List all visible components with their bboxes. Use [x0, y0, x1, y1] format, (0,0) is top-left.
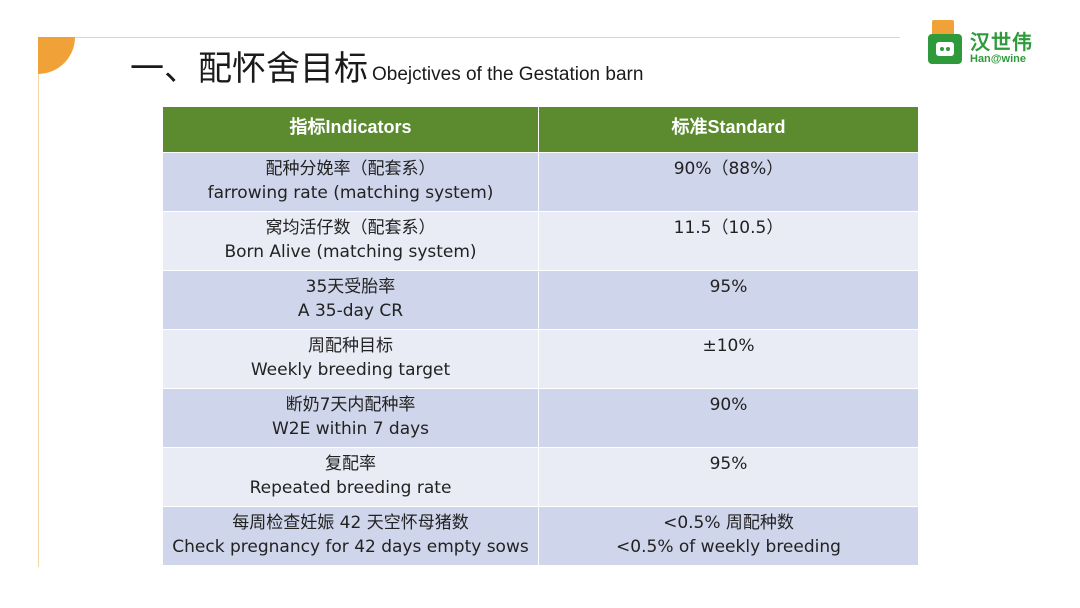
standard-value-cn: <0.5% 周配种数 — [663, 513, 794, 533]
standard-value-en: <0.5% of weekly breeding — [616, 537, 841, 557]
indicator-cn: 周配种目标 — [308, 336, 393, 356]
standard-cell: ±10% — [538, 329, 919, 389]
indicator-en: Born Alive (matching system) — [224, 242, 477, 262]
logo-text-cn: 汉世伟 — [970, 30, 1033, 54]
standard-value: 95% — [709, 277, 748, 297]
table-row: 复配率 Repeated breeding rate 95% — [162, 447, 919, 507]
indicator-en: Check pregnancy for 42 days empty sows — [172, 537, 529, 557]
table-row: 配种分娩率（配套系） farrowing rate (matching syst… — [162, 152, 919, 212]
indicator-en: Repeated breeding rate — [249, 478, 452, 498]
standard-cell: 90% — [538, 388, 919, 448]
indicator-cell: 周配种目标 Weekly breeding target — [162, 329, 539, 389]
corner-decoration — [38, 37, 75, 74]
header-standard: 标准Standard — [538, 106, 919, 153]
slide-title-en: Obejctives of the Gestation barn — [372, 64, 644, 85]
standard-cell: 90%（88%） — [538, 152, 919, 212]
pig-logo-icon — [928, 20, 962, 64]
standard-value: 90% — [709, 395, 748, 415]
frame-top-line — [38, 37, 900, 38]
indicator-en: W2E within 7 days — [271, 419, 430, 439]
objectives-table: 指标Indicators 标准Standard 配种分娩率（配套系） farro… — [162, 106, 919, 566]
indicator-cn: 35天受胎率 — [305, 277, 396, 297]
frame-left-line — [38, 37, 39, 567]
indicator-cell: 复配率 Repeated breeding rate — [162, 447, 539, 507]
indicator-cell: 35天受胎率 A 35-day CR — [162, 270, 539, 330]
table-header-row: 指标Indicators 标准Standard — [162, 106, 919, 153]
indicator-cn: 窝均活仔数（配套系） — [265, 218, 436, 238]
indicator-cell: 每周检查妊娠 42 天空怀母猪数 Check pregnancy for 42 … — [162, 506, 539, 566]
header-indicators: 指标Indicators — [162, 106, 539, 153]
indicator-cn: 复配率 — [325, 454, 376, 474]
standard-cell: 95% — [538, 270, 919, 330]
slide-title-cn: 一、配怀舍目标 — [130, 49, 368, 89]
table-row: 断奶7天内配种率 W2E within 7 days 90% — [162, 388, 919, 448]
table-row: 周配种目标 Weekly breeding target ±10% — [162, 329, 919, 389]
table-row: 35天受胎率 A 35-day CR 95% — [162, 270, 919, 330]
standard-cell: <0.5% 周配种数 <0.5% of weekly breeding — [538, 506, 919, 566]
indicator-cell: 断奶7天内配种率 W2E within 7 days — [162, 388, 539, 448]
standard-value: ±10% — [702, 336, 755, 356]
indicator-en: farrowing rate (matching system) — [207, 183, 494, 203]
table-row: 每周检查妊娠 42 天空怀母猪数 Check pregnancy for 42 … — [162, 506, 919, 566]
table-row: 窝均活仔数（配套系） Born Alive (matching system) … — [162, 211, 919, 271]
standard-value: 95% — [709, 454, 748, 474]
indicator-cell: 配种分娩率（配套系） farrowing rate (matching syst… — [162, 152, 539, 212]
indicator-en: A 35-day CR — [297, 301, 404, 321]
indicator-en: Weekly breeding target — [250, 360, 451, 380]
indicator-cn: 断奶7天内配种率 — [285, 395, 416, 415]
indicator-cn: 每周检查妊娠 42 天空怀母猪数 — [232, 513, 469, 533]
standard-cell: 11.5（10.5） — [538, 211, 919, 271]
standard-cell: 95% — [538, 447, 919, 507]
slide-title: 一、配怀舍目标 Obejctives of the Gestation barn — [130, 52, 643, 86]
indicator-cn: 配种分娩率（配套系） — [265, 159, 436, 179]
standard-value: 90%（88%） — [673, 159, 784, 179]
logo-text-en: Han@wine — [970, 53, 1026, 65]
company-logo: 汉世伟 Han@wine — [928, 20, 1038, 68]
indicator-cell: 窝均活仔数（配套系） Born Alive (matching system) — [162, 211, 539, 271]
standard-value: 11.5（10.5） — [673, 218, 784, 238]
